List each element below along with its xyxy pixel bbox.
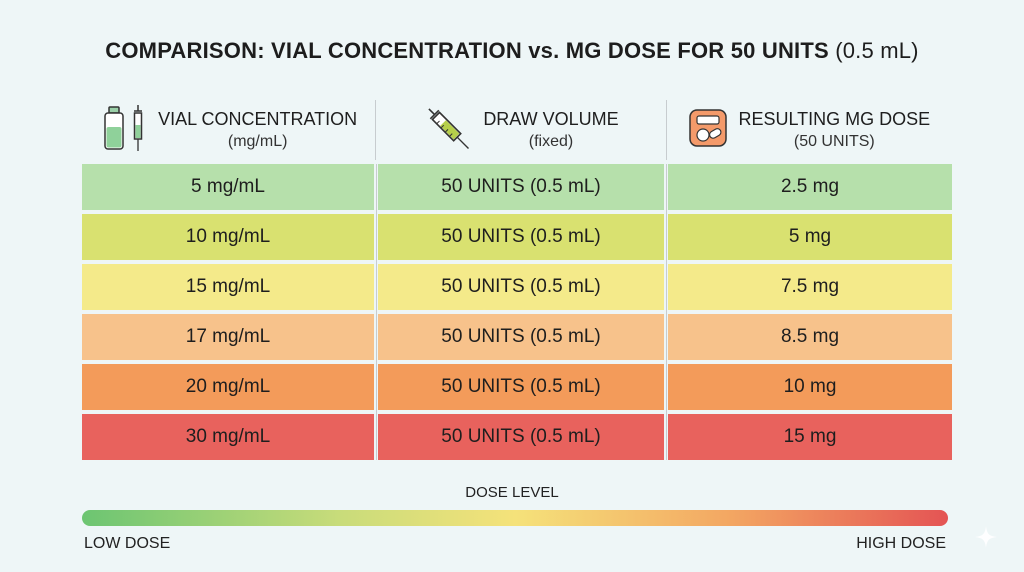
dose-cell: 8.5 mg bbox=[668, 314, 952, 360]
table-row: 20 mg/mL 50 UNITS (0.5 mL) 10 mg bbox=[82, 364, 952, 410]
header-concentration: VIAL CONCENTRATION (mg/mL) bbox=[82, 100, 377, 160]
dose-cell: 2.5 mg bbox=[668, 164, 952, 210]
title-main: COMPARISON: VIAL CONCENTRATION vs. MG DO… bbox=[105, 38, 829, 63]
volume-cell: 50 UNITS (0.5 mL) bbox=[378, 314, 664, 360]
dose-gradient-bar bbox=[82, 510, 948, 526]
header-dose-sublabel: (50 UNITS) bbox=[793, 133, 875, 150]
header-concentration-sublabel: (mg/mL) bbox=[227, 133, 288, 150]
legend-title: DOSE LEVEL bbox=[465, 484, 559, 501]
title-paren: (0.5 mL) bbox=[835, 38, 919, 63]
dose-table: VIAL CONCENTRATION (mg/mL) bbox=[82, 100, 952, 460]
dose-cell: 7.5 mg bbox=[668, 264, 952, 310]
legend-low-label: LOW DOSE bbox=[84, 535, 171, 552]
column-divider bbox=[666, 164, 667, 460]
table-header: VIAL CONCENTRATION (mg/mL) bbox=[82, 100, 952, 160]
header-concentration-label: VIAL CONCENTRATION bbox=[158, 109, 358, 129]
page-title: COMPARISON: VIAL CONCENTRATION vs. MG DO… bbox=[0, 38, 1024, 64]
concentration-cell: 17 mg/mL bbox=[82, 314, 374, 360]
volume-cell: 50 UNITS (0.5 mL) bbox=[378, 164, 664, 210]
sparkle-icon bbox=[974, 525, 998, 554]
table-row: 17 mg/mL 50 UNITS (0.5 mL) 8.5 mg bbox=[82, 314, 952, 360]
concentration-cell: 20 mg/mL bbox=[82, 364, 374, 410]
header-volume: DRAW VOLUME (fixed) bbox=[376, 100, 667, 160]
table-row: 5 mg/mL 50 UNITS (0.5 mL) 2.5 mg bbox=[82, 164, 952, 210]
concentration-cell: 10 mg/mL bbox=[82, 214, 374, 260]
table-row: 30 mg/mL 50 UNITS (0.5 mL) 15 mg bbox=[82, 414, 952, 460]
header-volume-sublabel: (fixed) bbox=[528, 133, 574, 150]
concentration-cell: 5 mg/mL bbox=[82, 164, 374, 210]
pill-scale-icon bbox=[688, 108, 728, 153]
column-divider bbox=[376, 164, 377, 460]
volume-cell: 50 UNITS (0.5 mL) bbox=[378, 414, 664, 460]
volume-cell: 50 UNITS (0.5 mL) bbox=[378, 364, 664, 410]
header-volume-label: DRAW VOLUME bbox=[483, 109, 619, 129]
legend-high-label: HIGH DOSE bbox=[856, 535, 946, 552]
dose-cell: 5 mg bbox=[668, 214, 952, 260]
header-dose-label: RESULTING MG DOSE bbox=[738, 109, 931, 129]
vial-syringe-icon bbox=[100, 103, 148, 158]
table-row: 10 mg/mL 50 UNITS (0.5 mL) 5 mg bbox=[82, 214, 952, 260]
concentration-cell: 15 mg/mL bbox=[82, 264, 374, 310]
dose-cell: 15 mg bbox=[668, 414, 952, 460]
syringe-icon bbox=[423, 103, 473, 158]
concentration-cell: 30 mg/mL bbox=[82, 414, 374, 460]
table-row: 15 mg/mL 50 UNITS (0.5 mL) 7.5 mg bbox=[82, 264, 952, 310]
volume-cell: 50 UNITS (0.5 mL) bbox=[378, 264, 664, 310]
header-dose: RESULTING MG DOSE (50 UNITS) bbox=[667, 100, 952, 160]
dose-cell: 10 mg bbox=[668, 364, 952, 410]
volume-cell: 50 UNITS (0.5 mL) bbox=[378, 214, 664, 260]
table-body: 5 mg/mL 50 UNITS (0.5 mL) 2.5 mg 10 mg/mL 50… bbox=[82, 164, 952, 460]
